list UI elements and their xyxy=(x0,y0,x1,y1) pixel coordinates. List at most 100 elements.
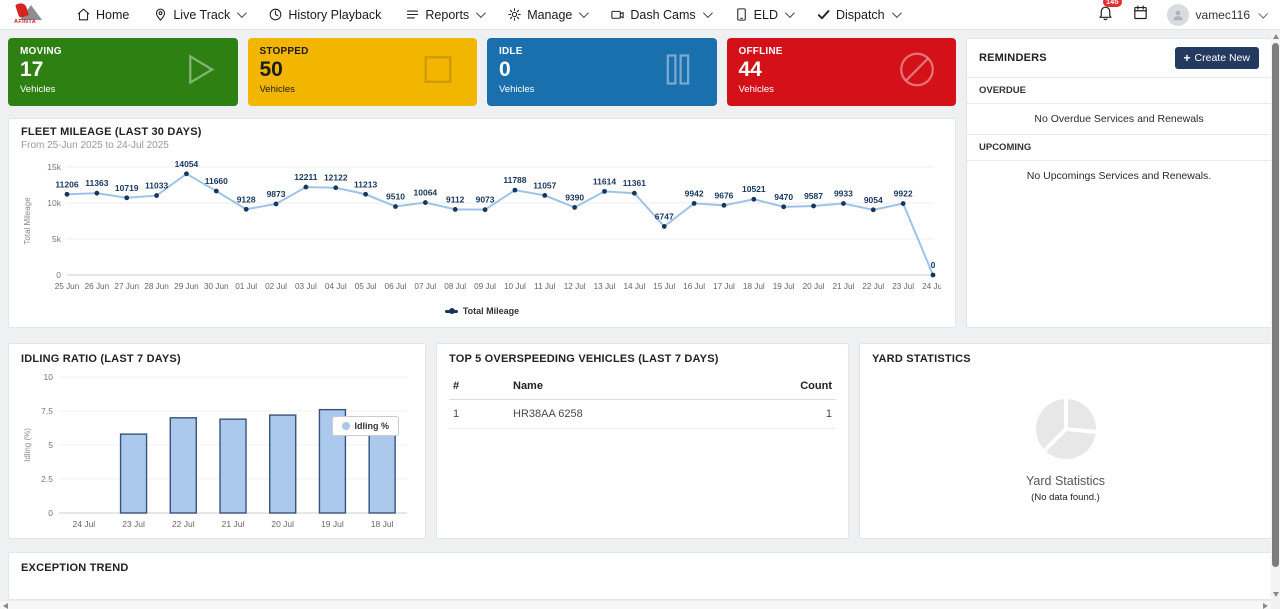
svg-text:11033: 11033 xyxy=(145,181,168,191)
yard-statistics-title: YARD STATISTICS xyxy=(872,353,971,365)
legend-dot-icon xyxy=(341,422,350,430)
overspeeding-cell: 1 xyxy=(449,399,509,429)
svg-text:11057: 11057 xyxy=(533,180,556,190)
nav-item-label: Home xyxy=(96,7,130,22)
status-card-label: MOVING xyxy=(20,46,62,57)
svg-text:26 Jun: 26 Jun xyxy=(85,282,110,291)
nav-item-label: History Playback xyxy=(288,7,382,22)
vertical-scrollbar[interactable] xyxy=(1271,31,1280,600)
svg-text:28 Jun: 28 Jun xyxy=(144,282,169,291)
status-card-stopped[interactable]: STOPPED 50 Vehicles xyxy=(247,38,477,106)
svg-text:10719: 10719 xyxy=(115,183,139,193)
nav-item-dispatch[interactable]: Dispatch xyxy=(816,7,902,22)
nav-item-dash-cams[interactable]: Dash Cams xyxy=(610,7,713,22)
svg-text:29 Jun: 29 Jun xyxy=(174,282,199,291)
scroll-up-arrow-icon xyxy=(1272,34,1279,39)
yard-pie-placeholder-icon xyxy=(1035,397,1097,459)
notifications-button[interactable]: 145 xyxy=(1097,0,1123,26)
status-card-unit: Vehicles xyxy=(259,84,295,95)
status-card-unit: Vehicles xyxy=(738,84,774,95)
nav-item-eld[interactable]: ELD xyxy=(734,7,795,22)
svg-text:21 Jul: 21 Jul xyxy=(222,519,245,529)
calendar-button[interactable] xyxy=(1132,4,1149,26)
overspeeding-col-name: Name xyxy=(509,375,776,400)
yard-placeholder-title: Yard Statistics xyxy=(1026,473,1105,488)
status-card-offline[interactable]: OFFLINE 44 Vehicles xyxy=(726,38,956,106)
svg-text:22 Jul: 22 Jul xyxy=(172,519,195,529)
reminders-panel: REMINDERS + Create New OVERDUE No Overdu… xyxy=(966,38,1272,328)
svg-text:Idling (%): Idling (%) xyxy=(23,428,32,462)
brand-logo[interactable]: AFINTA xyxy=(14,1,48,27)
gear-icon xyxy=(508,8,521,21)
overspeeding-cell: 1 xyxy=(776,399,836,429)
svg-text:18 Jul: 18 Jul xyxy=(371,519,394,529)
overspeeding-col-count: Count xyxy=(776,375,836,400)
svg-text:04 Jul: 04 Jul xyxy=(325,282,347,291)
fleet-mileage-subtitle: From 25-Jun 2025 to 24-Jul 2025 xyxy=(21,140,169,151)
legend-marker-icon xyxy=(444,308,458,314)
horizontal-scrollbar[interactable] xyxy=(0,600,1271,609)
status-card-idle[interactable]: IDLE 0 Vehicles xyxy=(487,38,717,106)
scroll-right-arrow-icon xyxy=(1263,602,1268,609)
scroll-left-arrow-icon xyxy=(3,602,8,609)
svg-text:16 Jul: 16 Jul xyxy=(683,282,705,291)
vertical-scrollbar-thumb[interactable] xyxy=(1272,43,1279,567)
nav-item-home[interactable]: Home xyxy=(76,7,129,22)
status-card-value: 50 xyxy=(259,58,283,81)
svg-text:11 Jul: 11 Jul xyxy=(534,282,555,291)
svg-text:13 Jul: 13 Jul xyxy=(594,282,616,291)
svg-text:10: 10 xyxy=(44,372,54,382)
overdue-empty-message: No Overdue Services and Renewals xyxy=(967,104,1271,135)
fleet-mileage-chart: 0 5k 10k 15k Total Mileage 11206 25 Jun 11363 26… xyxy=(21,151,944,306)
topbar-right: 145 vamec116 xyxy=(1097,0,1269,26)
svg-text:0: 0 xyxy=(56,270,61,280)
svg-text:09 Jul: 09 Jul xyxy=(474,282,496,291)
svg-text:11660: 11660 xyxy=(205,176,228,186)
svg-text:9922: 9922 xyxy=(894,189,913,199)
upcoming-empty-message: No Upcomings Services and Renewals. xyxy=(1026,170,1212,182)
yard-placeholder-subtitle: (No data found.) xyxy=(1031,491,1100,503)
chevron-down-icon xyxy=(579,8,590,19)
overspeeding-table: # Name Count 1 HR38AA 6258 1 xyxy=(449,375,836,429)
status-card-moving[interactable]: MOVING 17 Vehicles xyxy=(8,38,238,106)
svg-text:9390: 9390 xyxy=(565,192,584,202)
dashboard-main: MOVING 17 Vehicles STOPPED 50 Vehicles IDLE 0 Ve… xyxy=(0,30,1280,608)
nav-item-label: Dash Cams xyxy=(630,7,696,22)
status-card-label: OFFLINE xyxy=(738,46,783,57)
idling-legend[interactable]: Idling % xyxy=(331,416,399,436)
plus-icon: + xyxy=(1183,51,1191,65)
create-new-button[interactable]: + Create New xyxy=(1174,47,1259,69)
notification-badge: 145 xyxy=(1102,0,1123,7)
svg-text:Total Mileage: Total Mileage xyxy=(23,197,32,245)
svg-text:9942: 9942 xyxy=(685,188,704,198)
svg-text:18 Jul: 18 Jul xyxy=(743,282,765,291)
nav-item-history-playback[interactable]: History Playback xyxy=(268,7,381,22)
svg-text:9873: 9873 xyxy=(267,189,286,199)
fleet-mileage-legend[interactable]: Total Mileage xyxy=(21,306,943,316)
camera-icon xyxy=(611,10,625,19)
nav-item-label: ELD xyxy=(753,7,778,22)
svg-text:12122: 12122 xyxy=(324,173,348,183)
overspeeding-title: TOP 5 OVERSPEEDING VEHICLES (LAST 7 DAYS… xyxy=(449,353,719,365)
pause-icon xyxy=(666,54,689,85)
svg-text:9128: 9128 xyxy=(237,194,256,204)
yard-placeholder: Yard Statistics (No data found.) xyxy=(872,365,1259,541)
nav-item-reports[interactable]: Reports xyxy=(405,7,487,22)
svg-text:27 Jun: 27 Jun xyxy=(114,282,139,291)
check-icon xyxy=(817,10,830,20)
nav-item-live-track[interactable]: Live Track xyxy=(153,7,248,22)
svg-text:9054: 9054 xyxy=(864,195,883,205)
overspeeding-table-row[interactable]: 1 HR38AA 6258 1 xyxy=(449,399,836,429)
svg-text:19 Jul: 19 Jul xyxy=(773,282,795,291)
svg-text:01 Jul: 01 Jul xyxy=(235,282,257,291)
nav-item-manage[interactable]: Manage xyxy=(507,7,590,22)
upcoming-section-label: UPCOMING xyxy=(967,135,1271,161)
svg-text:10 Jul: 10 Jul xyxy=(504,282,526,291)
scroll-down-arrow-icon xyxy=(1272,592,1279,597)
user-menu[interactable]: vamec116 xyxy=(1166,3,1269,26)
svg-text:20 Jul: 20 Jul xyxy=(803,282,825,291)
nav-item-label: Manage xyxy=(527,7,573,22)
svg-text:11361: 11361 xyxy=(623,178,646,188)
idling-ratio-chart: 0 2.5 5 7.5 10 Idling (%) 24 Jul 23 Jul 22 Jul 21… xyxy=(21,365,413,542)
